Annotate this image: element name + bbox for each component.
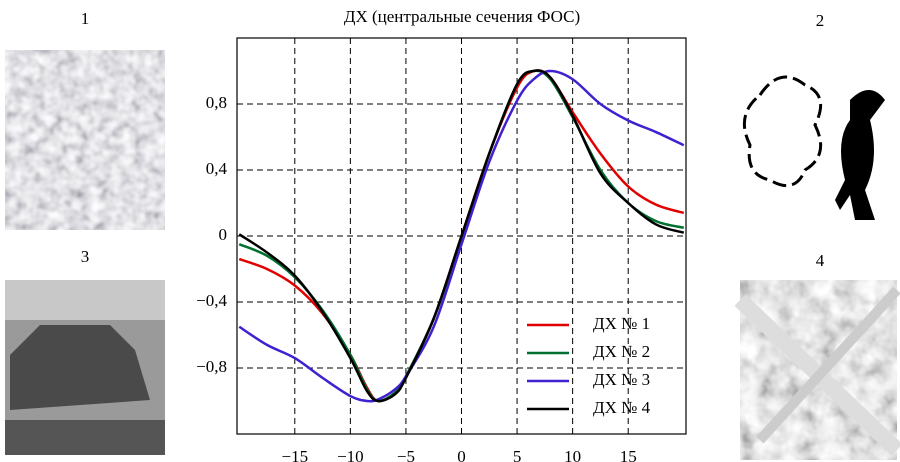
x-tick-label: −5 (397, 447, 415, 462)
x-tick-label: −10 (337, 447, 364, 462)
image-1 (5, 50, 165, 230)
line-series (238, 69, 685, 403)
plot-frame (236, 37, 687, 435)
legend-label: ДХ № 4 (593, 398, 651, 417)
y-tick-label: −0,8 (196, 357, 227, 376)
x-tick-label: 15 (620, 447, 637, 462)
image-label: 3 (81, 247, 90, 266)
image-label: 4 (816, 251, 825, 270)
y-tick-label: −0,4 (196, 291, 227, 310)
legend-label: ДХ № 2 (593, 342, 650, 361)
x-tick-label: 0 (457, 447, 466, 462)
chart-title: ДХ (центральные сечения ФОС) (344, 7, 580, 26)
y-tick-label: 0,8 (206, 93, 227, 112)
x-tick-label: 10 (564, 447, 581, 462)
image-2 (742, 75, 885, 220)
image-label: 1 (81, 9, 90, 28)
x-tick-label: 5 (513, 447, 522, 462)
x-tick-label: −15 (281, 447, 308, 462)
image-3 (5, 280, 165, 455)
image-4 (734, 280, 900, 460)
legend-label: ДХ № 3 (593, 370, 650, 389)
image-label: 2 (816, 11, 825, 30)
legend-label: ДХ № 1 (593, 314, 650, 333)
line-series (238, 69, 685, 403)
y-tick-label: 0,4 (206, 159, 228, 178)
y-tick-label: 0 (219, 225, 228, 244)
